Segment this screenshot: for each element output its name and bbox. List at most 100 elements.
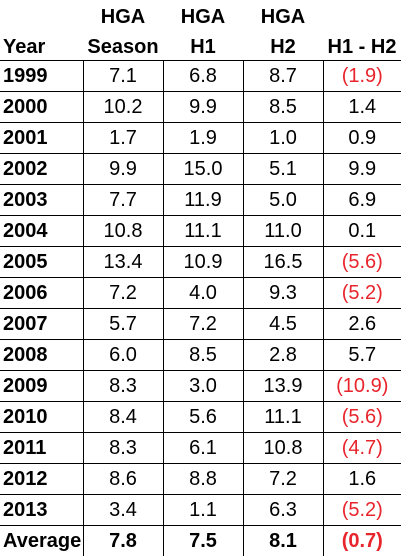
diff-cell: 1.4: [323, 92, 401, 123]
season-cell: 5.7: [83, 309, 163, 340]
h1-cell: 15.0: [163, 154, 243, 185]
h1-cell: 11.1: [163, 216, 243, 247]
season-cell: 3.4: [83, 495, 163, 526]
h1-cell: 10.9: [163, 247, 243, 278]
h1-cell: 4.0: [163, 278, 243, 309]
diff-cell: 6.9: [323, 185, 401, 216]
season-cell: 10.2: [83, 92, 163, 123]
h2-cell: 11.0: [243, 216, 323, 247]
h1-cell: 1.9: [163, 123, 243, 154]
year-cell: 2008: [0, 340, 83, 371]
season-cell: 7.1: [83, 61, 163, 92]
season-cell: 9.9: [83, 154, 163, 185]
year-cell: 2005: [0, 247, 83, 278]
season-cell: 1.7: [83, 123, 163, 154]
h2-cell: 8.5: [243, 92, 323, 123]
diff-cell: 2.6: [323, 309, 401, 340]
year-cell: 2003: [0, 185, 83, 216]
header-top-year: [0, 0, 83, 30]
diff-cell: (5.6): [323, 402, 401, 433]
year-cell: 2013: [0, 495, 83, 526]
h2-cell: 9.3: [243, 278, 323, 309]
year-cell: 2000: [0, 92, 83, 123]
h1-cell: 8.5: [163, 340, 243, 371]
header-row-top: HGA HGA HGA: [0, 0, 401, 30]
diff-cell: 5.7: [323, 340, 401, 371]
season-cell: 6.0: [83, 340, 163, 371]
header-top-season: HGA: [83, 0, 163, 30]
header-h2: H2: [243, 30, 323, 61]
table-header: HGA HGA HGA Year Season H1 H2 H1 - H2: [0, 0, 401, 61]
h2-cell: 16.5: [243, 247, 323, 278]
h1-cell: 1.1: [163, 495, 243, 526]
year-cell: 2007: [0, 309, 83, 340]
h2-cell: 5.1: [243, 154, 323, 185]
header-diff: H1 - H2: [323, 30, 401, 61]
year-cell: 2010: [0, 402, 83, 433]
header-row-bottom: Year Season H1 H2 H1 - H2: [0, 30, 401, 61]
h2-cell: 13.9: [243, 371, 323, 402]
h2-cell: 1.0: [243, 123, 323, 154]
h2-cell: 11.1: [243, 402, 323, 433]
diff-cell: (5.2): [323, 495, 401, 526]
header-top-h2: HGA: [243, 0, 323, 30]
season-cell: 7.7: [83, 185, 163, 216]
season-cell: 8.4: [83, 402, 163, 433]
diff-cell: 0.9: [323, 123, 401, 154]
h1-cell: 3.0: [163, 371, 243, 402]
year-cell: 2012: [0, 464, 83, 495]
season-cell: 8.6: [83, 464, 163, 495]
h2-cell: 6.3: [243, 495, 323, 526]
header-season: Season: [83, 30, 163, 61]
h2-cell: 2.8: [243, 340, 323, 371]
h1-cell: 11.9: [163, 185, 243, 216]
diff-cell: (4.7): [323, 433, 401, 464]
year-cell: 2004: [0, 216, 83, 247]
h1-cell: 5.6: [163, 402, 243, 433]
year-cell: 2001: [0, 123, 83, 154]
diff-cell: 0.1: [323, 216, 401, 247]
diff-cell: 9.9: [323, 154, 401, 185]
diff-cell: (5.2): [323, 278, 401, 309]
year-cell: 2002: [0, 154, 83, 185]
season-cell: 8.3: [83, 433, 163, 464]
h1-cell: 6.8: [163, 61, 243, 92]
h2-cell: 7.2: [243, 464, 323, 495]
h1-cell: 9.9: [163, 92, 243, 123]
season-cell: 10.8: [83, 216, 163, 247]
season-cell: 7.2: [83, 278, 163, 309]
diff-cell: 1.6: [323, 464, 401, 495]
header-year: Year: [0, 30, 83, 61]
h1-cell: 8.8: [163, 464, 243, 495]
header-h1: H1: [163, 30, 243, 61]
year-cell: 2006: [0, 278, 83, 309]
season-cell: 8.3: [83, 371, 163, 402]
h2-cell: 8.7: [243, 61, 323, 92]
h1-cell: 6.1: [163, 433, 243, 464]
h1-cell: 7.2: [163, 309, 243, 340]
h2-cell: 4.5: [243, 309, 323, 340]
season-cell: 13.4: [83, 247, 163, 278]
diff-cell: (1.9): [323, 61, 401, 92]
year-cell: 2009: [0, 371, 83, 402]
year-cell: 1999: [0, 61, 83, 92]
diff-cell: (10.9): [323, 371, 401, 402]
header-top-h1: HGA: [163, 0, 243, 30]
header-top-diff: [323, 0, 401, 30]
h2-cell: 10.8: [243, 433, 323, 464]
